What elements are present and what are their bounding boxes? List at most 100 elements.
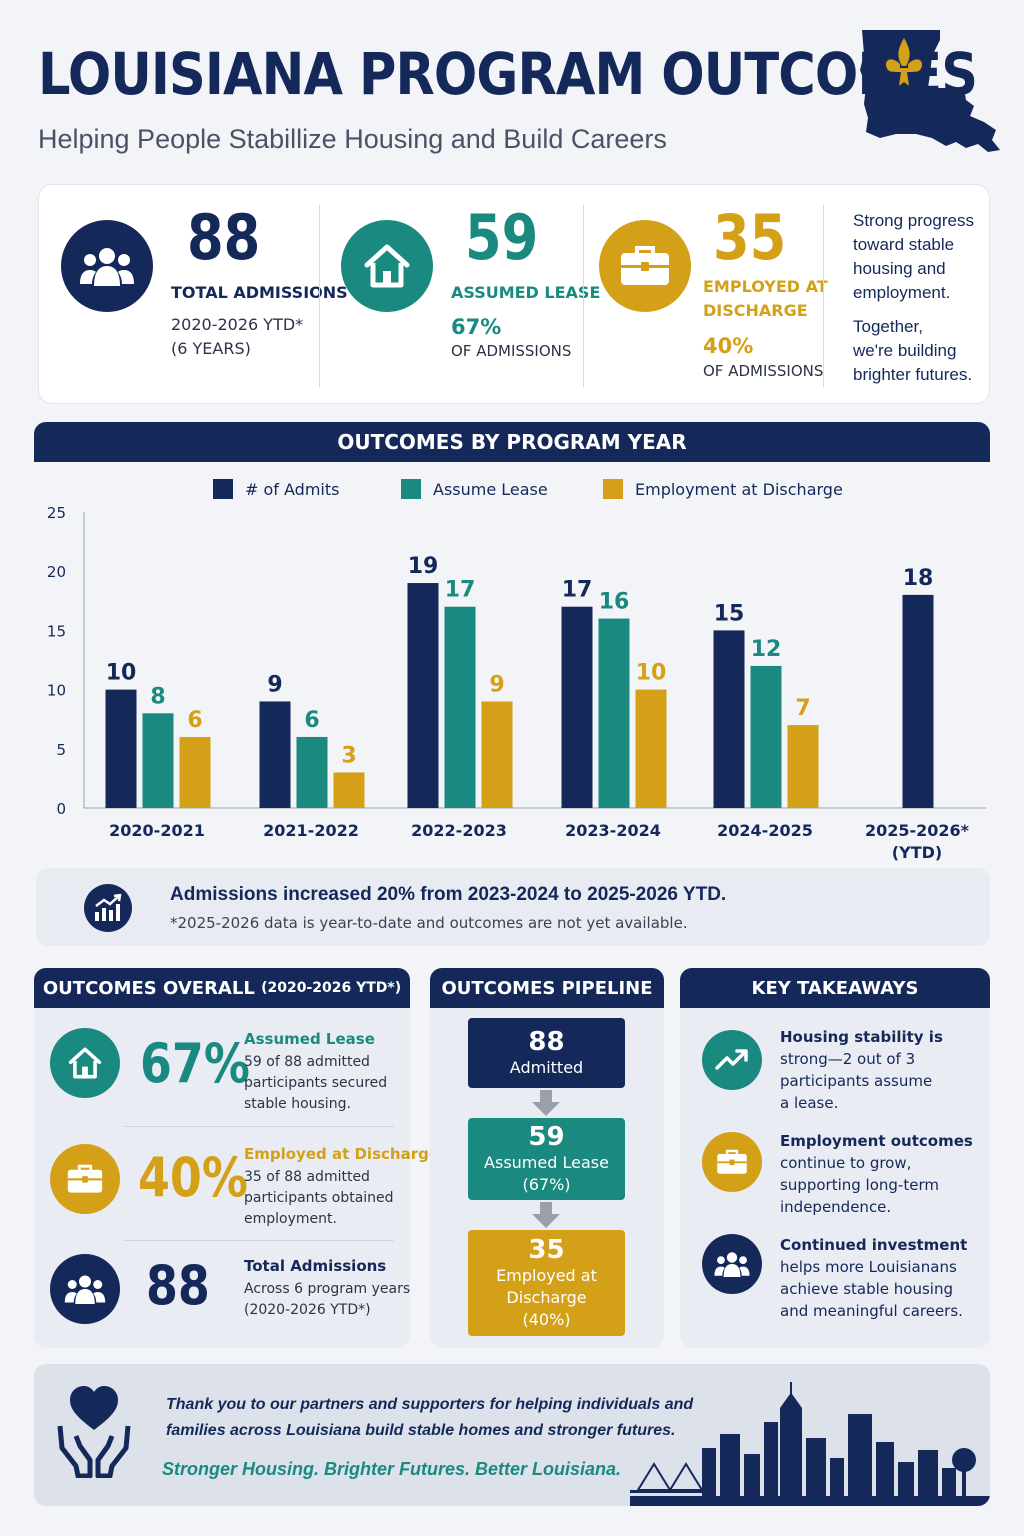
- x-tick-label: 2024-2025: [717, 821, 813, 840]
- overall-admissions-number: 88: [146, 1254, 210, 1317]
- trend-up-icon: [702, 1030, 762, 1090]
- admissions-years: (6 YEARS): [171, 339, 251, 358]
- overall-lease-percent: 67%: [140, 1032, 250, 1095]
- briefcase-icon: [50, 1144, 120, 1214]
- overall-lease-desc: 59 of 88 admitted participants secured sta…: [244, 1054, 388, 1112]
- assumed-lease-label: ASSUMED LEASE: [451, 283, 601, 302]
- pipeline-admitted-box: 88 Admitted: [468, 1018, 625, 1088]
- overall-admissions-title: Total Admissions: [244, 1257, 387, 1275]
- employed-percent-label: OF ADMISSIONS: [703, 362, 824, 380]
- x-tick-label: 2023-2024: [565, 821, 661, 840]
- progress-message: Strong progress toward stable housing and e…: [853, 211, 974, 302]
- bar-value-label: 6: [187, 708, 202, 733]
- bar-value-label: 9: [489, 672, 504, 697]
- bar-value-label: 8: [150, 684, 165, 709]
- briefcase-icon: [599, 220, 691, 312]
- takeaway-employment: Employment outcomes continue to grow, supp…: [780, 1132, 973, 1216]
- summary-stats-card: 88 TOTAL ADMISSIONS 2020-2026 YTD* (6 YE…: [38, 184, 990, 404]
- overall-employed-title: Employed at Discharge: [244, 1145, 440, 1163]
- skyline-icon: [630, 1382, 990, 1506]
- thank-you-message: Thank you to our partners and supporters…: [166, 1396, 694, 1439]
- admissions-period: 2020-2026 YTD*: [171, 315, 304, 334]
- employed-number: 35: [713, 201, 787, 274]
- house-icon: [50, 1028, 120, 1098]
- y-tick-label: 0: [56, 800, 66, 818]
- arrow-down-icon: [532, 1090, 560, 1116]
- total-admissions-label: TOTAL ADMISSIONS: [171, 283, 348, 302]
- bar: [333, 772, 365, 808]
- y-tick-label: 5: [56, 741, 66, 759]
- x-tick-label: 2021-2022: [263, 821, 359, 840]
- bar-value-label: 12: [751, 637, 782, 662]
- divider: [319, 205, 320, 387]
- bar-value-label: 7: [795, 696, 810, 721]
- assumed-lease-percent: 67%: [451, 315, 502, 339]
- bar: [598, 618, 630, 808]
- bar-value-label: 10: [106, 661, 137, 686]
- overall-lease-title: Assumed Lease: [244, 1030, 375, 1048]
- bar-value-label: 16: [599, 590, 630, 615]
- bar: [444, 606, 476, 808]
- outcomes-pipeline-header: OUTCOMES PIPELINE: [430, 968, 664, 1008]
- assumed-lease-percent-label: OF ADMISSIONS: [451, 342, 572, 360]
- note-footnote: *2025-2026 data is year-to-date and outc…: [170, 914, 688, 932]
- admissions-note: Admissions increased 20% from 2023-2024 …: [36, 868, 990, 946]
- bar-value-label: 3: [341, 743, 356, 768]
- legend-label: Assume Lease: [433, 480, 548, 499]
- x-tick-label: 2020-2021: [109, 821, 205, 840]
- bar: [561, 606, 593, 808]
- people-group-icon: [61, 220, 153, 312]
- louisiana-map-icon: [860, 30, 1000, 152]
- bar: [259, 701, 291, 808]
- y-tick-label: 25: [47, 504, 66, 522]
- bar-value-label: 18: [903, 566, 934, 591]
- legend-swatch: [401, 479, 421, 499]
- takeaway-investment: Continued investment helps more Louisiana…: [780, 1236, 968, 1320]
- bar-value-label: 6: [304, 708, 319, 733]
- footer-tagline: Stronger Housing. Brighter Futures. Bett…: [162, 1459, 622, 1479]
- page-title: LOUISIANA PROGRAM OUTCOMES: [38, 40, 978, 108]
- employed-label-line2: DISCHARGE: [703, 301, 808, 320]
- x-tick-label: 2025-2026*: [865, 821, 970, 840]
- pipeline-lease-box: 59 Assumed Lease (67%): [468, 1118, 625, 1200]
- y-tick-label: 10: [47, 682, 66, 700]
- bar: [296, 736, 328, 808]
- bar-value-label: 9: [267, 672, 282, 697]
- bar-value-label: 10: [636, 661, 667, 686]
- key-takeaways-header: KEY TAKEAWAYS: [680, 968, 990, 1008]
- growth-chart-icon: [84, 884, 132, 932]
- bar: [787, 725, 819, 808]
- footer-banner: [34, 1364, 990, 1506]
- people-group-icon: [50, 1254, 120, 1324]
- employed-label-line1: EMPLOYED AT: [703, 277, 828, 296]
- x-tick-label: 2022-2023: [411, 821, 507, 840]
- briefcase-icon: [702, 1132, 762, 1192]
- together-message: Together, we're building brighter futures.: [853, 317, 973, 384]
- divider: [823, 205, 824, 387]
- employed-percent: 40%: [703, 334, 754, 358]
- bar: [105, 689, 137, 808]
- legend-swatch: [213, 479, 233, 499]
- overall-admissions-desc: Across 6 program years (2020-2026 YTD*): [244, 1281, 411, 1318]
- bar: [713, 630, 745, 808]
- bar: [142, 713, 174, 808]
- bar: [635, 689, 667, 808]
- bar: [179, 736, 211, 808]
- note-headline: Admissions increased 20% from 2023-2024 …: [170, 884, 727, 905]
- legend-swatch: [603, 479, 623, 499]
- legend-label: Employment at Discharge: [635, 480, 843, 499]
- bar-value-label: 17: [445, 578, 476, 603]
- bar-value-label: 19: [408, 554, 439, 579]
- assumed-lease-number: 59: [465, 201, 539, 274]
- total-admissions-number: 88: [187, 201, 261, 274]
- pipeline-employed-box: 35 Employed at Discharge (40%): [468, 1230, 625, 1336]
- bar-value-label: 17: [562, 578, 593, 603]
- house-icon: [341, 220, 433, 312]
- outcomes-bar-chart: 0 5 10 15 20 25 # of Admits Assume Lease Employm…: [47, 479, 986, 862]
- divider: [124, 1126, 394, 1127]
- divider: [583, 205, 584, 387]
- legend-label: # of Admits: [245, 480, 339, 499]
- divider: [124, 1240, 394, 1241]
- bar: [407, 583, 439, 808]
- people-group-icon: [702, 1234, 762, 1294]
